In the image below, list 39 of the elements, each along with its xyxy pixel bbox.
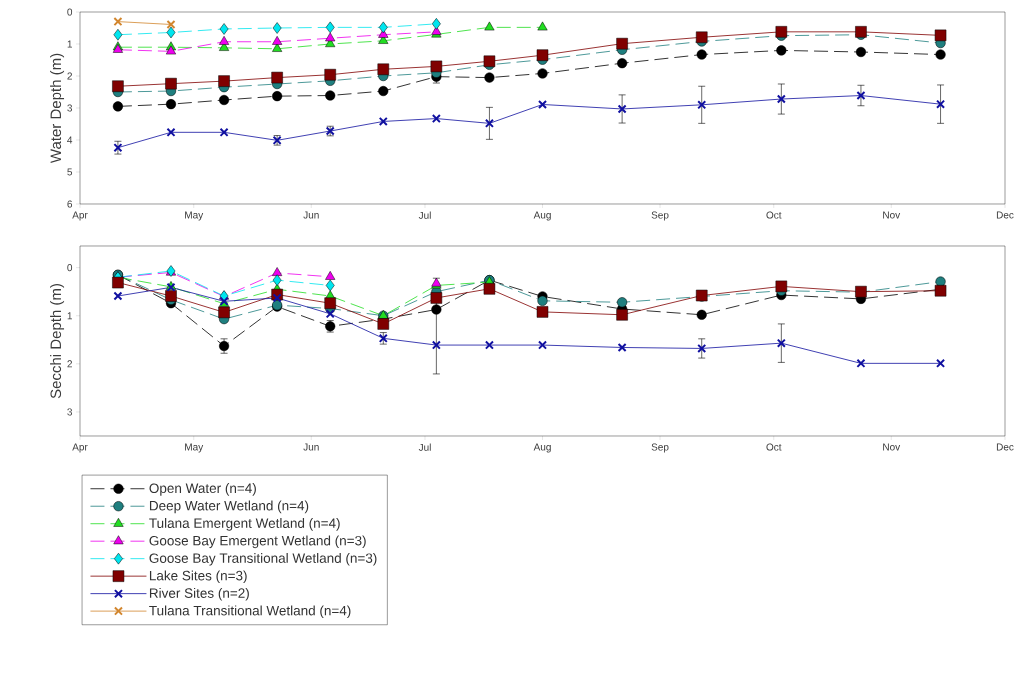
x-tick-label: May xyxy=(185,443,204,453)
legend-label: Goose Bay Transitional Wetland (n=3) xyxy=(149,553,377,566)
y-tick-label: 6 xyxy=(67,200,73,208)
x-tick-label: Sep xyxy=(651,211,669,221)
y-axis-title: Secchi Depth (m) xyxy=(50,284,65,399)
y-tick-label: 1 xyxy=(67,312,72,320)
x-tick-label: Apr xyxy=(72,211,88,221)
legend-label: Tulana Transitional Wetland (n=4) xyxy=(149,605,351,619)
y-tick-label: 3 xyxy=(67,408,73,416)
y-tick-label: 1 xyxy=(67,40,72,48)
y-tick-label: 5 xyxy=(67,168,73,176)
y-tick-label: 3 xyxy=(67,104,73,112)
x-tick-label: Nov xyxy=(883,211,901,219)
y-tick-label: 0 xyxy=(67,264,73,272)
x-tick-label: Apr xyxy=(72,443,88,453)
x-tick-label: Jul xyxy=(418,443,431,451)
legend-label: River Sites (n=2) xyxy=(149,587,249,601)
x-tick-label: Jul xyxy=(418,211,431,219)
legend-label: Open Water (n=4) xyxy=(149,483,256,496)
legend-label: Tulana Emergent Wetland (n=4) xyxy=(149,518,340,531)
x-tick-label: Sep xyxy=(651,443,669,453)
x-tick-label: Dec xyxy=(996,443,1014,451)
x-tick-label: Aug xyxy=(533,211,551,221)
x-tick-label: Jun xyxy=(303,211,319,219)
x-tick-label: Jun xyxy=(303,443,319,451)
x-tick-label: Oct xyxy=(766,443,782,451)
y-tick-label: 4 xyxy=(67,136,73,144)
x-tick-label: Aug xyxy=(533,443,551,453)
legend-label: Lake Sites (n=3) xyxy=(149,570,247,584)
legend-label: Deep Water Wetland (n=4) xyxy=(149,500,309,514)
x-tick-label: Nov xyxy=(883,443,901,451)
x-tick-label: Oct xyxy=(766,211,782,219)
y-tick-label: 2 xyxy=(67,360,72,368)
x-tick-label: Dec xyxy=(996,211,1014,219)
y-tick-label: 0 xyxy=(67,8,73,16)
y-axis-title: Water Depth (m) xyxy=(50,53,65,164)
y-tick-label: 2 xyxy=(67,72,72,80)
legend-label: Goose Bay Emergent Wetland (n=3) xyxy=(149,535,366,549)
x-tick-label: May xyxy=(185,211,204,221)
